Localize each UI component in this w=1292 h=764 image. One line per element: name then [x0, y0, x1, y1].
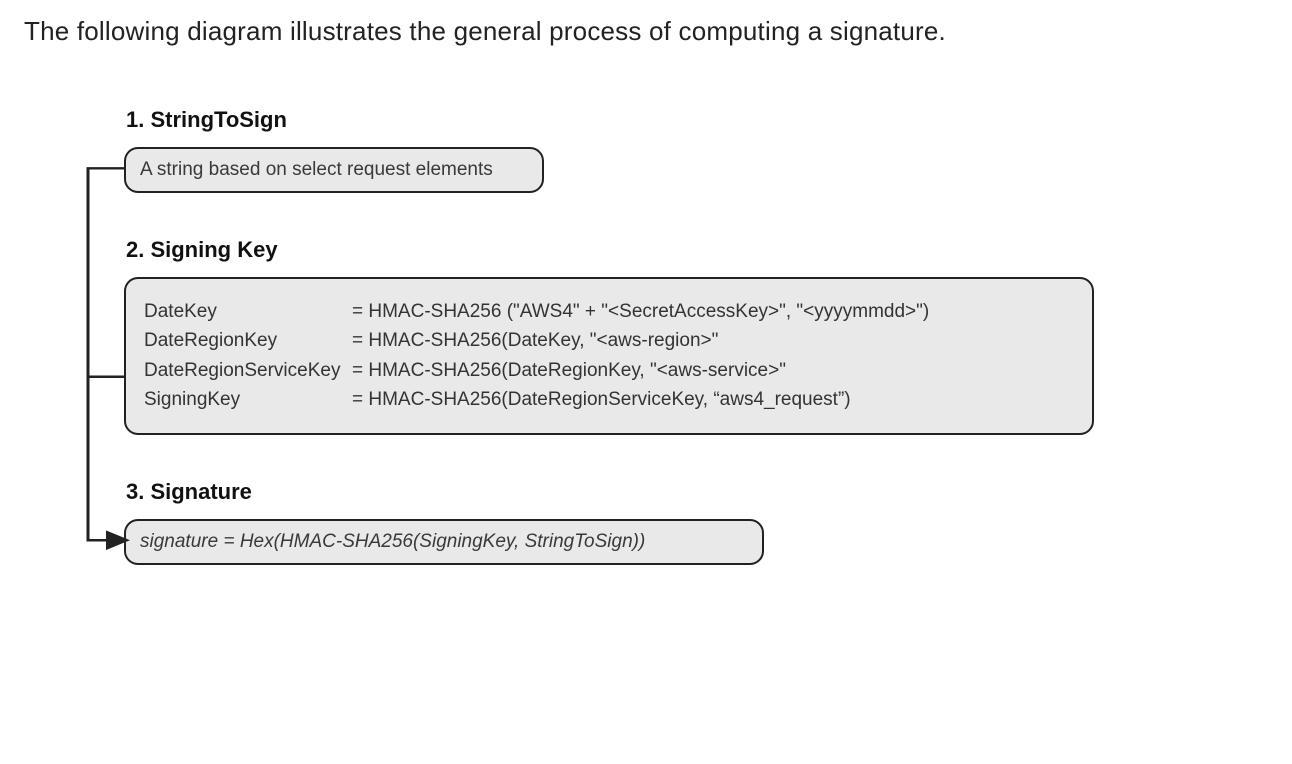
step-3: 3. Signature signature = Hex(HMAC-SHA256… — [124, 479, 1124, 565]
step3-heading: 3. Signature — [126, 479, 1124, 505]
intro-text: The following diagram illustrates the ge… — [24, 16, 1268, 47]
kv-key: DateKey — [144, 297, 352, 326]
kv-key: DateRegionServiceKey — [144, 356, 352, 385]
string-to-sign-box: A string based on select request element… — [124, 147, 544, 193]
kv-row: DateRegionServiceKey = HMAC-SHA256(DateR… — [144, 356, 1076, 385]
kv-key: DateRegionKey — [144, 326, 352, 355]
kv-val: = HMAC-SHA256(DateKey, "<aws-region>" — [352, 326, 718, 355]
step1-heading: 1. StringToSign — [126, 107, 1124, 133]
kv-val: = HMAC-SHA256 ("AWS4" + "<SecretAccessKe… — [352, 297, 929, 326]
signature-diagram: 1. StringToSign A string based on select… — [124, 107, 1124, 565]
kv-val: = HMAC-SHA256(DateRegionKey, "<aws-servi… — [352, 356, 786, 385]
step2-heading: 2. Signing Key — [126, 237, 1124, 263]
kv-row: DateKey = HMAC-SHA256 ("AWS4" + "<Secret… — [144, 297, 1076, 326]
kv-val: = HMAC-SHA256(DateRegionServiceKey, “aws… — [352, 385, 851, 414]
signature-box: signature = Hex(HMAC-SHA256(SigningKey, … — [124, 519, 764, 565]
kv-row: DateRegionKey = HMAC-SHA256(DateKey, "<a… — [144, 326, 1076, 355]
kv-key: SigningKey — [144, 385, 352, 414]
step-1: 1. StringToSign A string based on select… — [124, 107, 1124, 193]
signing-key-box: DateKey = HMAC-SHA256 ("AWS4" + "<Secret… — [124, 277, 1094, 435]
step-2: 2. Signing Key DateKey = HMAC-SHA256 ("A… — [124, 237, 1124, 435]
kv-row: SigningKey = HMAC-SHA256(DateRegionServi… — [144, 385, 1076, 414]
